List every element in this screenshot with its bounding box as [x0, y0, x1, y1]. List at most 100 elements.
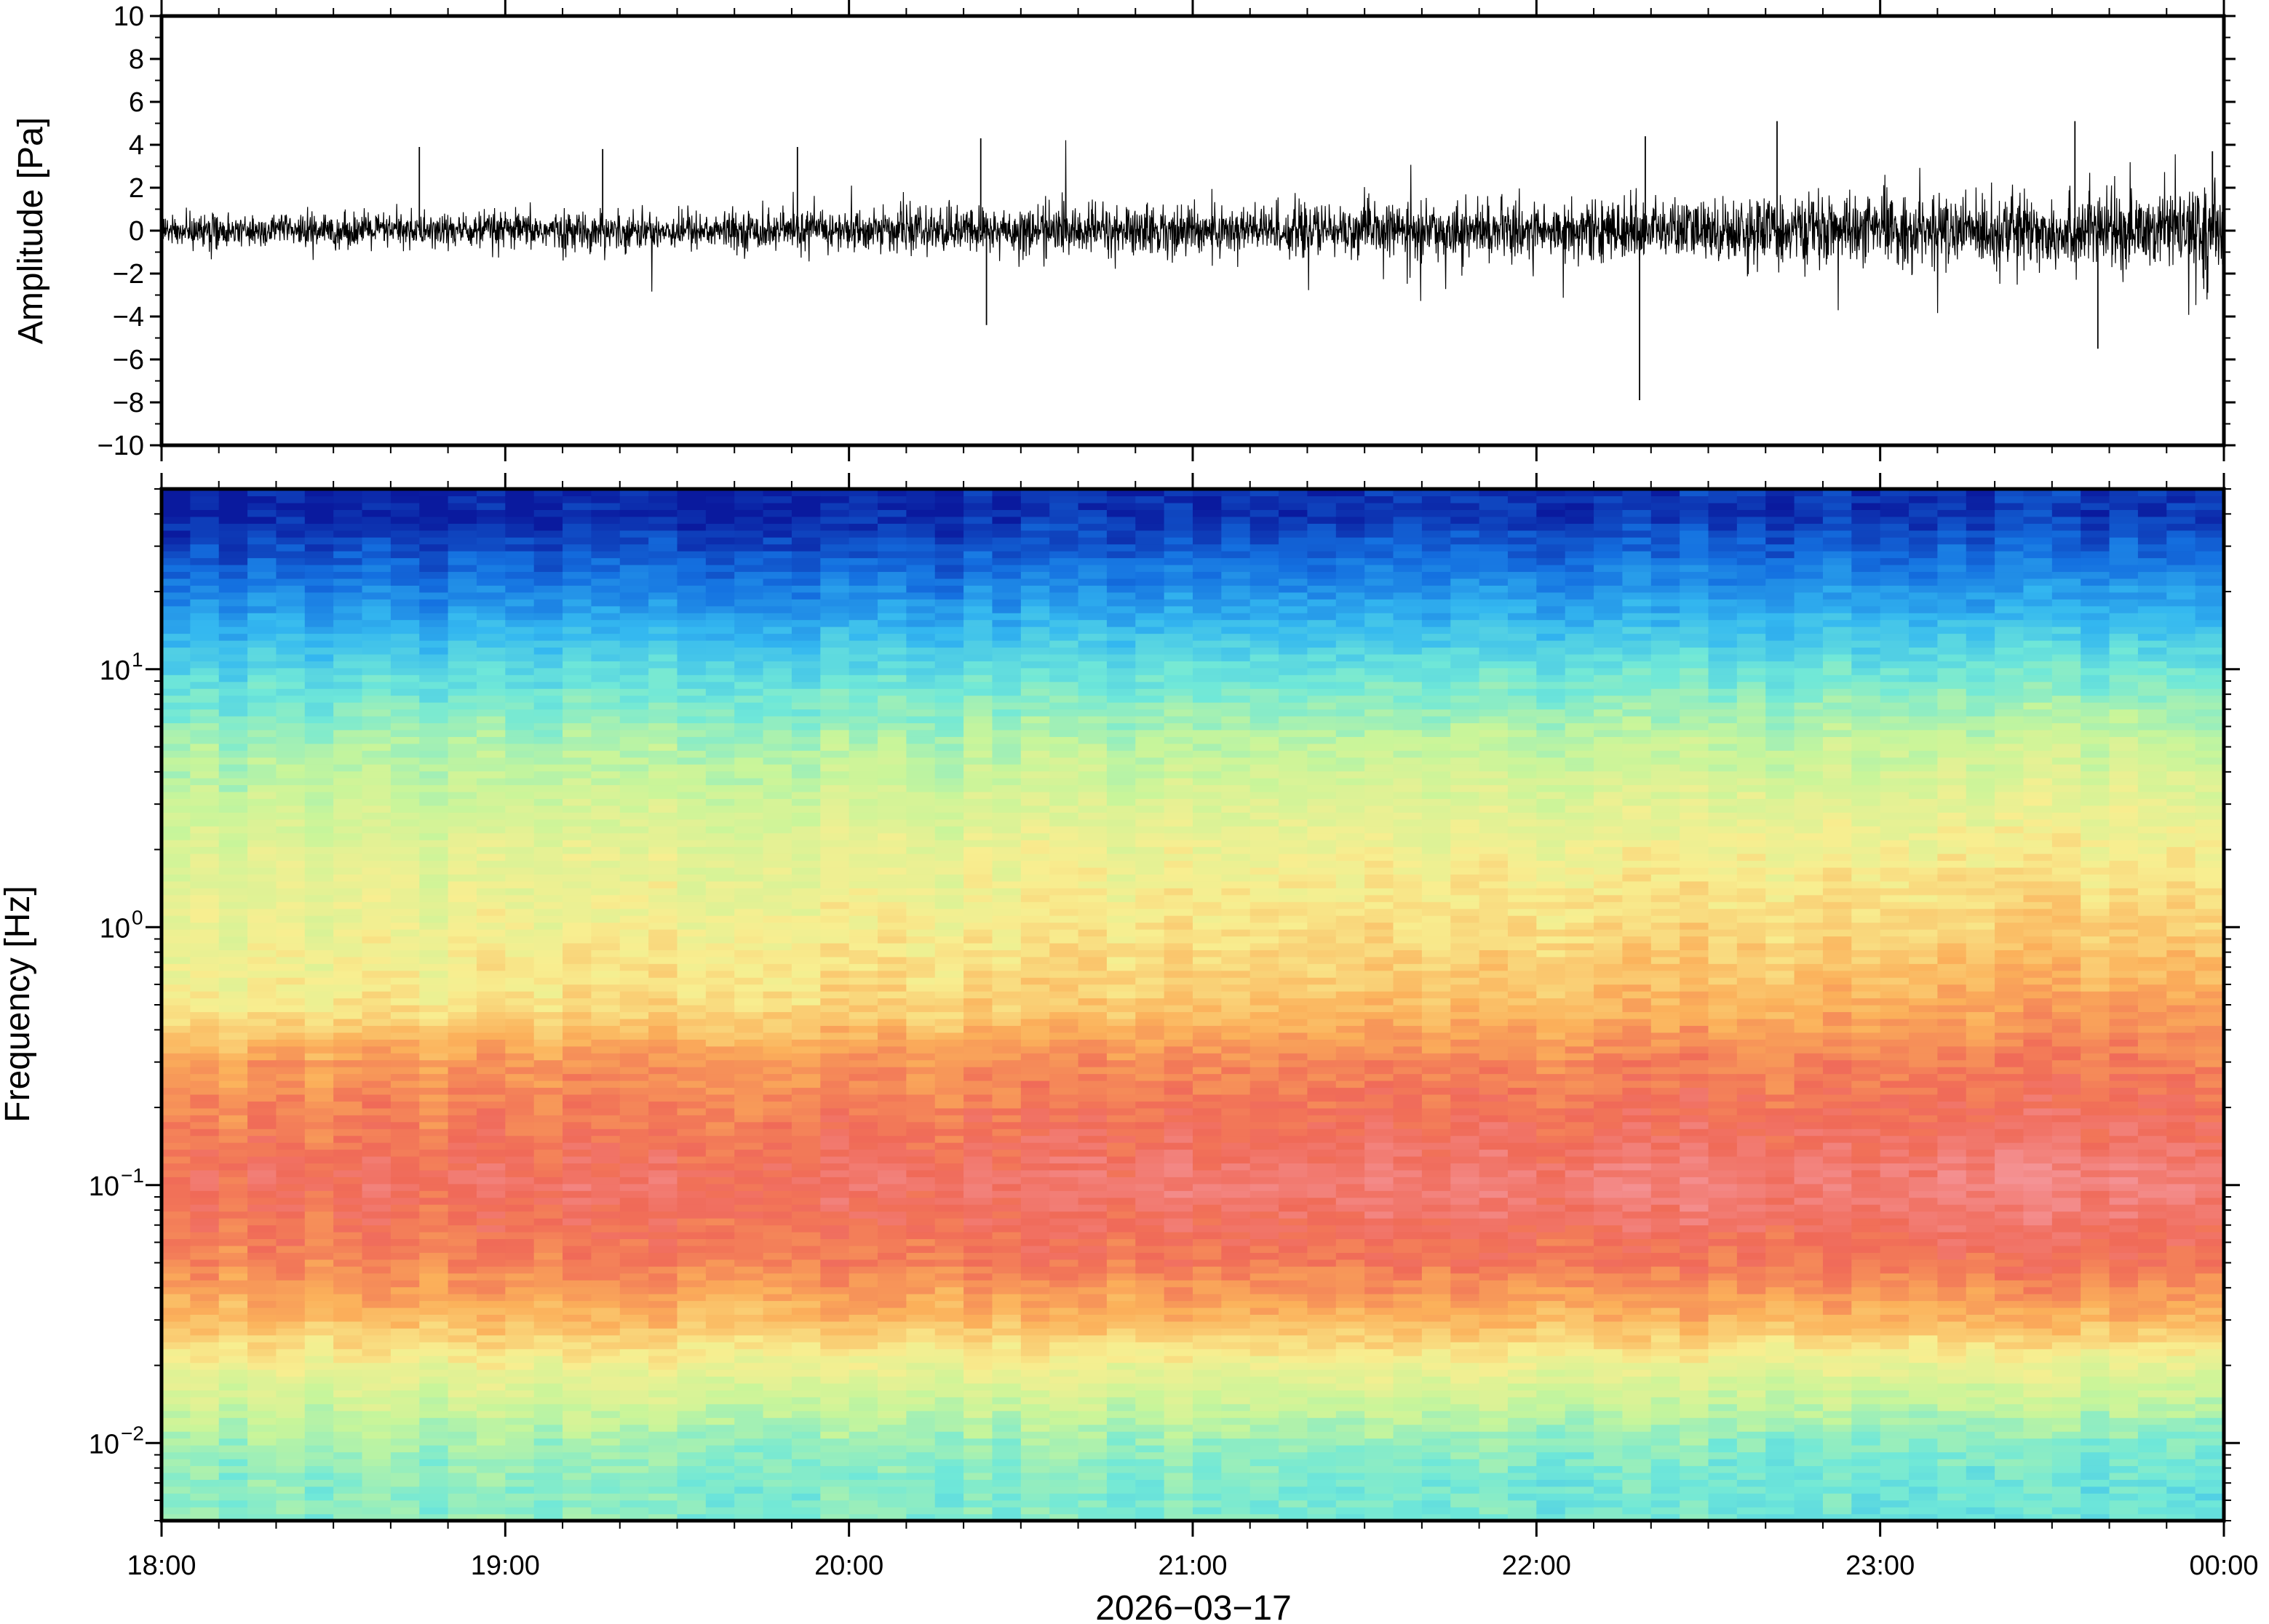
spectrogram-cell: [677, 1356, 707, 1364]
spectrogram-cell: [619, 585, 649, 593]
spectrogram-cell: [448, 1142, 477, 1150]
spectrogram-cell: [705, 1018, 735, 1026]
spectrogram-cell: [963, 922, 993, 930]
spectrogram-cell: [362, 901, 392, 909]
spectrogram-cell: [619, 1005, 649, 1013]
spectrogram-cell: [1078, 1252, 1108, 1260]
spectrogram-cell: [648, 1218, 678, 1226]
spectrogram-cell: [963, 791, 993, 799]
spectrogram-cell: [533, 1356, 563, 1364]
spectrogram-cell: [934, 557, 964, 565]
spectrogram-cell: [563, 667, 592, 675]
spectrogram-cell: [963, 1080, 993, 1088]
spectrogram-cell: [448, 950, 477, 958]
spectrogram-cell: [162, 1342, 191, 1350]
spectrogram-cell: [1049, 1142, 1079, 1150]
spectrogram-cell: [820, 557, 850, 565]
spectrogram-cell: [419, 723, 449, 731]
spectrogram-cell: [333, 551, 363, 559]
spectrogram-cell: [963, 1252, 993, 1260]
spectrogram-cell: [304, 1011, 334, 1019]
spectrogram-cell: [448, 530, 477, 538]
spectrogram-cell: [677, 1431, 707, 1439]
spectrogram-cell: [619, 826, 649, 834]
spectrogram-cell: [533, 1417, 563, 1425]
spectrogram-cell: [190, 1273, 220, 1281]
spectrogram-cell: [849, 1073, 878, 1081]
spectrogram-cell: [563, 1493, 592, 1501]
spectrogram-cell: [448, 1486, 477, 1494]
spectrogram-cell: [362, 653, 392, 661]
spectrogram-cell: [820, 564, 850, 573]
spectrogram-cell: [705, 702, 735, 710]
spectrogram-cell: [878, 1032, 907, 1040]
spectrogram-cell: [448, 1032, 477, 1040]
spectrogram-cell: [533, 571, 563, 579]
spectrogram-cell: [362, 1011, 392, 1019]
spectrogram-cell: [705, 936, 735, 944]
spectrogram-cell: [734, 1046, 764, 1054]
spectrogram-cell: [734, 530, 764, 538]
spectrogram-cell: [1078, 1294, 1108, 1302]
spectrogram-cell: [190, 1225, 220, 1233]
spectrogram-cell: [362, 695, 392, 703]
spectrogram-cell: [791, 1183, 821, 1191]
spectrogram-cell: [476, 1115, 506, 1123]
spectrogram-cell: [648, 1231, 678, 1240]
spectrogram-cell: [849, 915, 878, 923]
spectrogram-cell: [878, 929, 907, 937]
spectrogram-cell: [849, 1032, 878, 1040]
spectrogram-cell: [333, 750, 363, 758]
spectrogram-cell: [705, 1294, 735, 1302]
spectrogram-cell: [763, 1107, 792, 1115]
spectrogram-cell: [505, 950, 535, 958]
spectrogram-cell: [591, 1369, 621, 1377]
spectrogram-cell: [247, 1307, 277, 1315]
spectrogram-cell: [218, 867, 248, 875]
spectrogram-cell: [906, 1356, 936, 1364]
spectrogram-cell: [734, 1348, 764, 1356]
spectrogram-cell: [476, 1204, 506, 1212]
spectrogram-cell: [333, 908, 363, 916]
spectrogram-cell: [934, 840, 964, 848]
spectrogram-cell: [563, 1417, 592, 1425]
spectrogram-cell: [705, 1107, 735, 1115]
spectrogram-cell: [190, 1046, 220, 1054]
spectrogram-cell: [362, 1032, 392, 1040]
spectrogram-cell: [963, 1486, 993, 1494]
spectrogram-cell: [992, 998, 1022, 1006]
spectrogram-cell: [878, 1376, 907, 1384]
spectrogram-cell: [419, 1334, 449, 1342]
spectrogram-cell: [162, 1211, 191, 1219]
spectrogram-cell: [563, 970, 592, 978]
spectrogram-cell: [333, 977, 363, 985]
spectrogram-cell: [1020, 1493, 1050, 1501]
spectrogram-cell: [1049, 970, 1079, 978]
spectrogram-cell: [276, 757, 306, 765]
spectrogram-cell: [734, 1273, 764, 1281]
spectrogram-cell: [563, 688, 592, 696]
spectrogram-cell: [878, 977, 907, 985]
spectrogram-cell: [820, 750, 850, 758]
spectrogram-cell: [505, 1046, 535, 1054]
spectrogram-cell: [677, 1025, 707, 1033]
spectrogram-cell: [448, 1115, 477, 1123]
spectrogram-cell: [276, 1334, 306, 1342]
spectrogram-cell: [448, 750, 477, 758]
spectrogram-cell: [934, 695, 964, 703]
spectrogram-cell: [963, 1177, 993, 1185]
spectrogram-cell: [390, 702, 420, 710]
spectrogram-cell: [390, 619, 420, 627]
spectrogram-cell: [619, 1410, 649, 1418]
spectrogram-cell: [963, 715, 993, 724]
spectrogram-cell: [162, 956, 191, 964]
spectrogram-cell: [734, 715, 764, 724]
spectrogram-cell: [992, 695, 1022, 703]
spectrogram-cell: [247, 1410, 277, 1418]
spectrogram-cell: [820, 1424, 850, 1432]
spectrogram-cell: [190, 674, 220, 682]
spectrogram-cell: [992, 729, 1022, 737]
spectrogram-cell: [333, 901, 363, 909]
spectrogram-cell: [218, 984, 248, 992]
spectrogram-cell: [190, 819, 220, 827]
